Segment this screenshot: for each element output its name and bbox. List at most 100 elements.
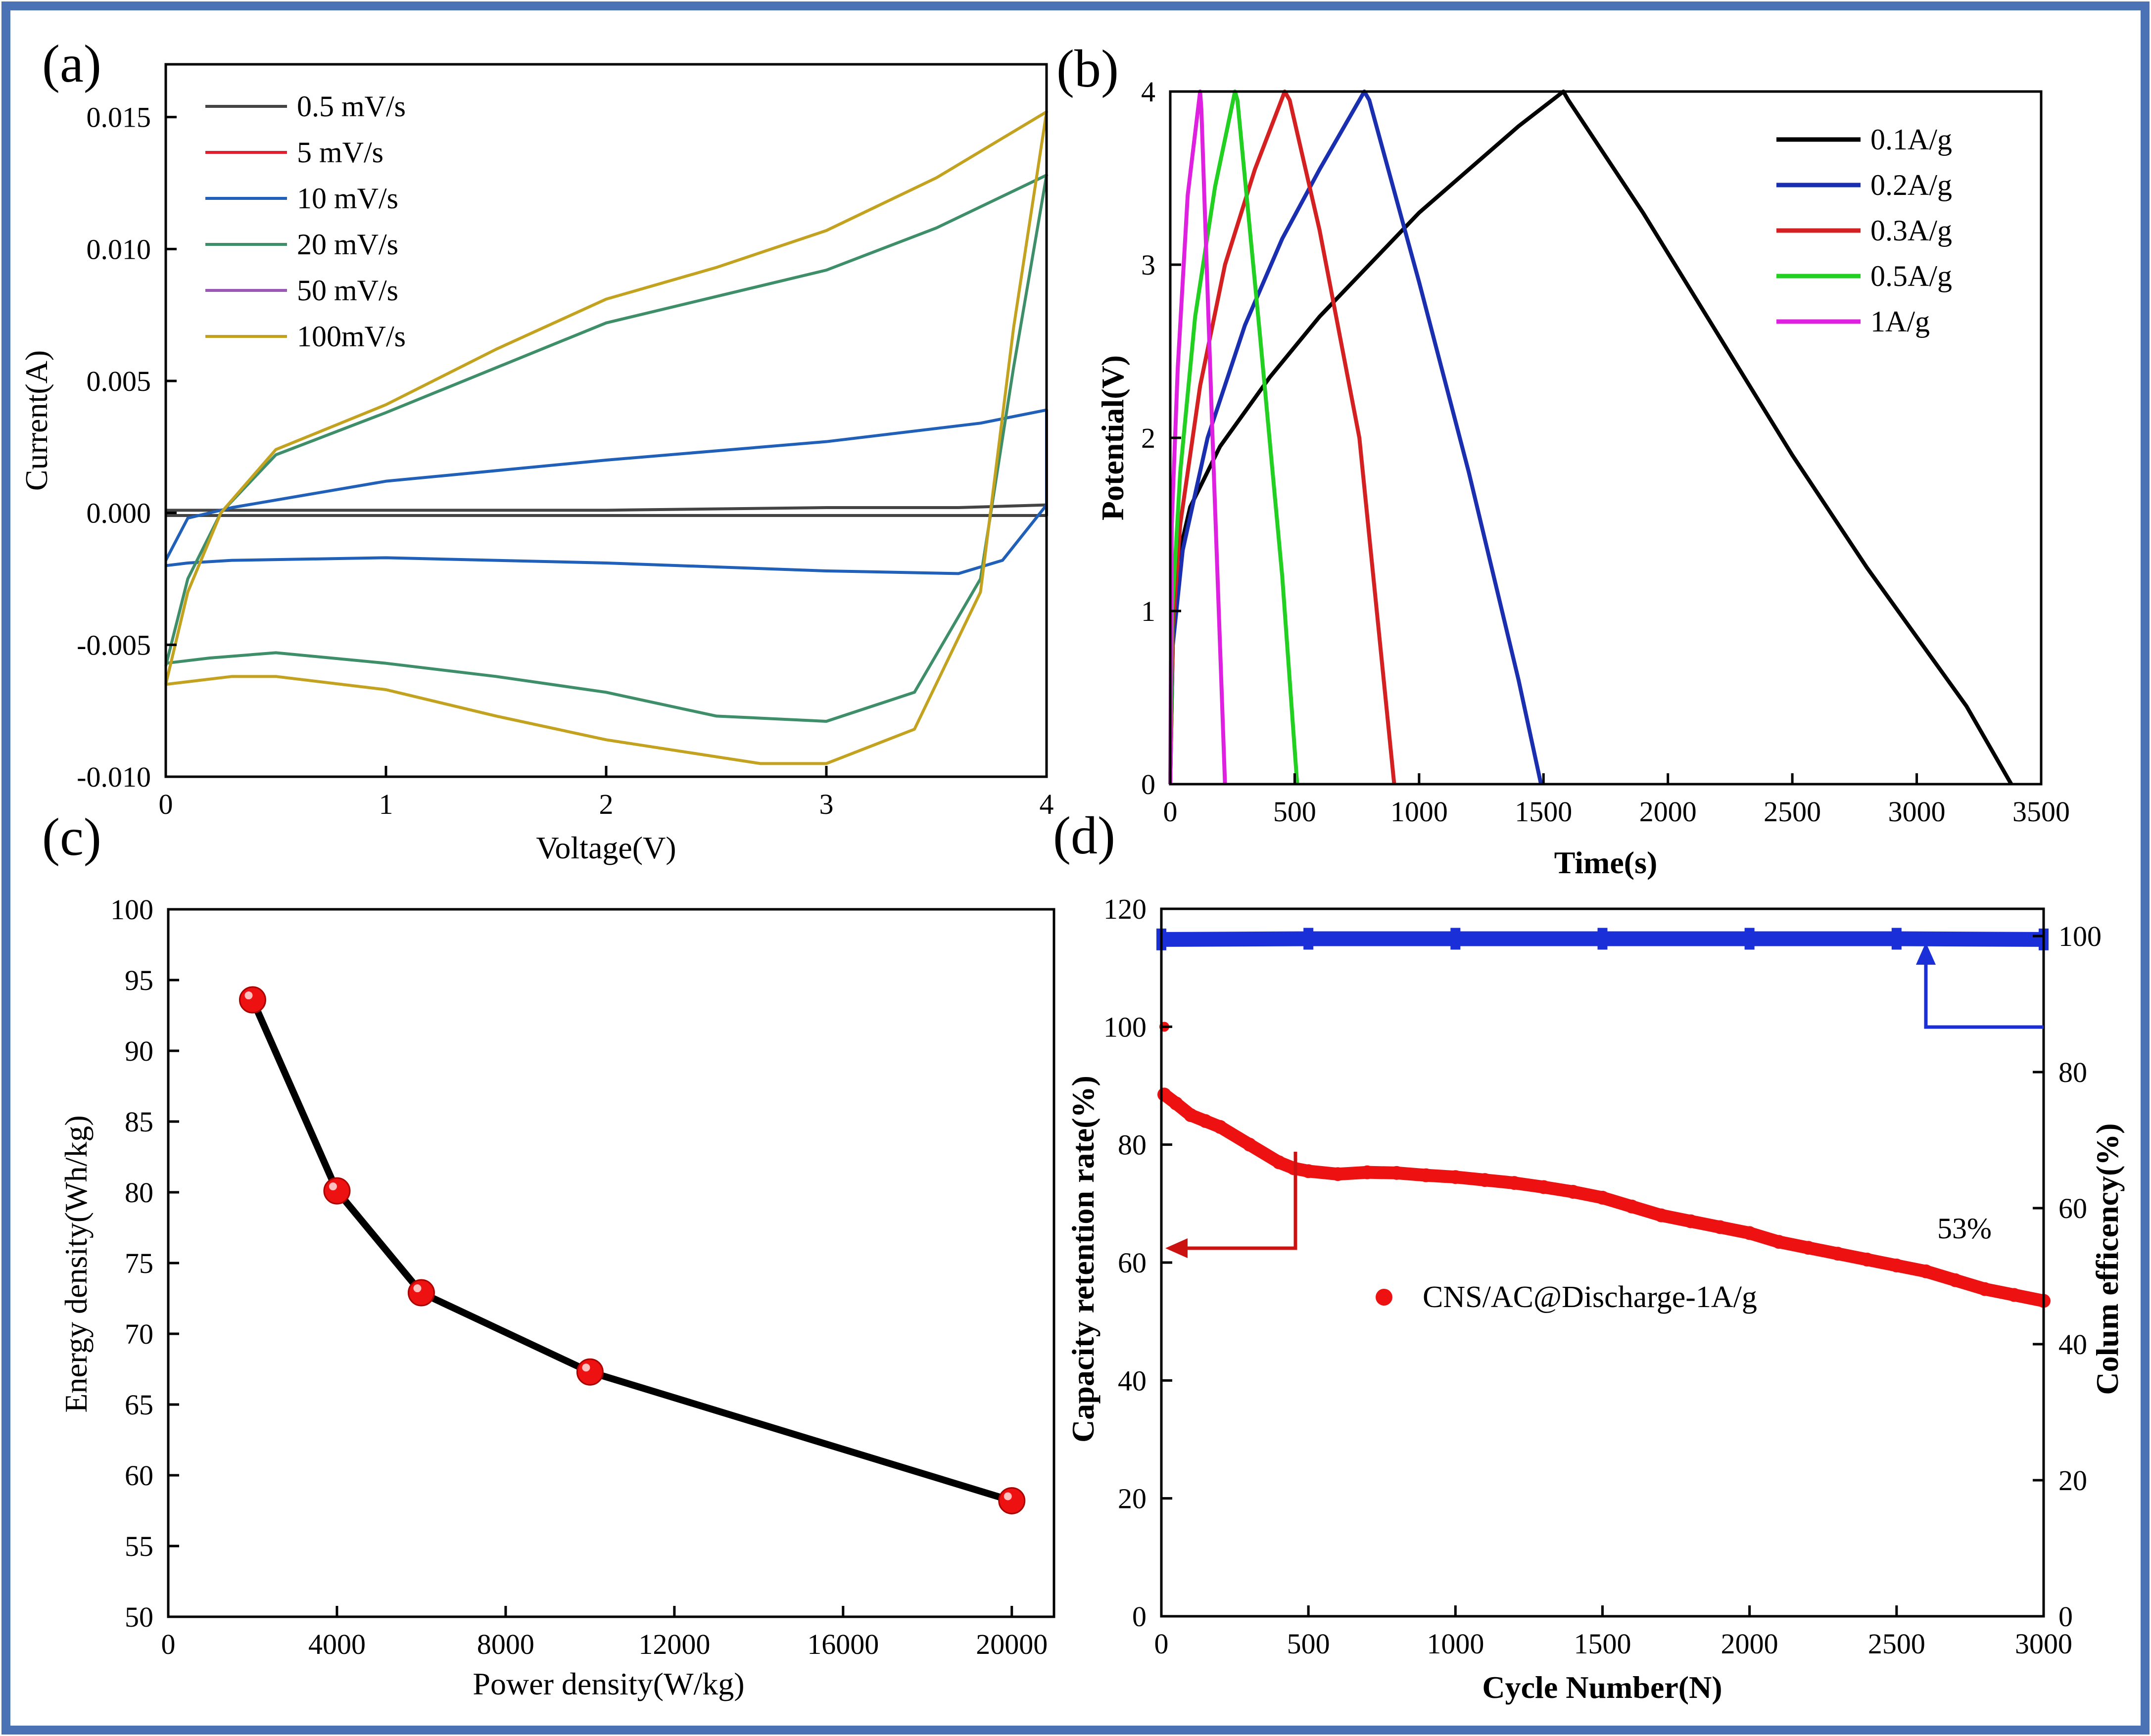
panel-d-y-ticks: 0 20 40 60 80 100 120 <box>1103 893 1172 1633</box>
d-y-tick-label: 0 <box>1132 1600 1147 1633</box>
panel-c-data-point-highlight-1 <box>329 1182 337 1191</box>
d-x-tick-label: 2500 <box>1868 1628 1925 1660</box>
panel-a-label: (a) <box>42 35 101 94</box>
panel-d-efficiency-point <box>1597 928 1608 950</box>
d-right-y-tick-label: 100 <box>2058 920 2102 952</box>
panel-d-plot-area <box>1156 928 2051 1308</box>
panel-d-right-y-label: Colum efficency(%) <box>2090 1123 2125 1395</box>
b-y-tick-label: 4 <box>1141 76 1155 108</box>
panel-d-label: (d) <box>1053 806 1115 865</box>
panel-b-plot-area <box>1168 90 2013 785</box>
panel-c-data-point-4 <box>998 1487 1026 1514</box>
d-y-tick-label: 120 <box>1103 893 1147 925</box>
c-y-tick-label: 80 <box>125 1176 153 1209</box>
panel-a-legend-label-5: 100mV/s <box>297 320 406 353</box>
panel-b-series-line-1 <box>1168 90 1543 785</box>
panel-d-annotation: 53% <box>1937 1212 1992 1245</box>
panel-b: (b) 0 500 1000 1500 2000 2500 3000 3500 0 1 2 3 4 T… <box>1056 40 2070 880</box>
panel-d-x-label: Cycle Number(N) <box>1482 1670 1722 1705</box>
panel-b-series-line-3 <box>1168 90 1299 785</box>
d-right-y-tick-label: 40 <box>2058 1328 2087 1361</box>
d-x-tick-label: 2000 <box>1721 1628 1778 1660</box>
b-x-tick-label: 0 <box>1163 796 1178 828</box>
panel-c-data-point-2 <box>407 1279 435 1307</box>
panel-d-efficiency-point <box>1303 928 1314 950</box>
panel-a-y-label: Current(A) <box>19 350 54 491</box>
panel-c-data-point-1 <box>323 1177 351 1205</box>
b-y-tick-label: 2 <box>1141 422 1155 454</box>
panel-d-retention-arrow <box>1180 1152 1297 1250</box>
c-y-tick-label: 55 <box>125 1530 153 1562</box>
panel-b-series-line-0 <box>1168 90 2013 785</box>
d-x-tick-label: 3000 <box>2015 1628 2072 1660</box>
panel-b-legend-label-0: 0.1A/g <box>1870 123 1952 156</box>
panel-d: (d) 0 500 1000 1500 2000 2500 3000 02040608010… <box>1053 806 2125 1705</box>
c-x-tick-label: 0 <box>161 1628 176 1660</box>
b-x-tick-label: 1000 <box>1390 796 1448 828</box>
d-right-y-tick-label: 20 <box>2058 1464 2087 1497</box>
a-x-tick-label: 4 <box>1040 788 1054 820</box>
panel-a-legend-label-0: 0.5 mV/s <box>297 90 406 123</box>
b-x-tick-label: 3500 <box>2012 796 2070 828</box>
c-x-tick-label: 20000 <box>976 1628 1048 1660</box>
b-x-tick-label: 500 <box>1273 796 1316 828</box>
panel-a-legend-label-4: 50 mV/s <box>297 274 398 307</box>
panel-c-data-point-0 <box>239 986 266 1014</box>
panel-c-data-point-3 <box>576 1358 604 1386</box>
panel-c-data-point-highlight-3 <box>582 1363 590 1372</box>
a-y-tick-label: 0.015 <box>87 101 151 134</box>
b-y-tick-label: 3 <box>1141 249 1155 281</box>
panel-b-x-ticks: 0 500 1000 1500 2000 2500 3000 3500 <box>1163 773 2070 828</box>
panel-d-right-y-ticks: 0 20 40 60 80 100 <box>2033 920 2102 1633</box>
panel-b-label: (b) <box>1056 40 1119 98</box>
a-x-tick-label: 2 <box>599 788 614 820</box>
panel-c-data-point-highlight-0 <box>244 991 253 1000</box>
c-y-tick-label: 95 <box>125 964 153 996</box>
b-x-tick-label: 2000 <box>1639 796 1697 828</box>
panel-b-y-label: Potential(V) <box>1095 355 1130 520</box>
panel-a-legend-label-3: 20 mV/s <box>297 228 398 261</box>
panel-b-series-line-4 <box>1168 90 1227 785</box>
panel-d-efficiency-point <box>1744 928 1755 950</box>
panel-d-efficiency-arrow <box>1924 957 2044 1029</box>
panel-a-series-line-3 <box>164 174 1048 723</box>
panel-a: (a) 0 1 2 3 4 -0.010 -0.005 0.000 0.005 0.010 0.0… <box>19 35 1054 865</box>
panel-c-plot-area <box>239 986 1026 1514</box>
panel-c-x-label: Power density(W/kg) <box>473 1666 744 1701</box>
panel-c-y-label: Energy density(Wh/kg) <box>58 1115 94 1412</box>
c-x-tick-label: 12000 <box>638 1628 710 1660</box>
c-y-tick-label: 90 <box>125 1035 153 1067</box>
panel-d-efficiency-point <box>1450 928 1461 950</box>
panel-a-legend-label-2: 10 mV/s <box>297 182 398 215</box>
panel-b-series-line-2 <box>1168 90 1396 785</box>
panel-c-x-ticks: 0 4000 8000 12000 16000 20000 <box>161 1606 1048 1660</box>
panel-b-legend: 0.1A/g 0.2A/g 0.3A/g 0.5A/g 1A/g <box>1776 123 1952 338</box>
d-y-tick-label: 80 <box>1118 1129 1147 1161</box>
d-right-y-tick-label: 0 <box>2058 1600 2073 1633</box>
panel-b-x-label: Time(s) <box>1554 845 1658 880</box>
panel-d-legend-marker <box>1376 1289 1392 1306</box>
panel-c-data-point-highlight-2 <box>413 1284 422 1293</box>
panel-d-y-label: Capacity retention rate(%) <box>1065 1076 1100 1443</box>
panel-a-legend-label-1: 5 mV/s <box>297 136 383 169</box>
panel-d-legend-label: CNS/AC@Discharge-1A/g <box>1423 1280 1757 1314</box>
b-y-tick-label: 1 <box>1141 595 1155 627</box>
c-y-tick-label: 85 <box>125 1106 153 1138</box>
d-x-tick-label: 1000 <box>1427 1628 1484 1660</box>
b-x-tick-label: 3000 <box>1888 796 1946 828</box>
c-x-tick-label: 16000 <box>807 1628 879 1660</box>
d-y-tick-label: 40 <box>1118 1364 1147 1397</box>
panel-d-efficiency-point <box>1891 928 1902 950</box>
b-x-tick-label: 1500 <box>1515 796 1572 828</box>
panel-c-label: (c) <box>42 808 101 867</box>
a-x-tick-label: 3 <box>819 788 834 820</box>
d-y-tick-label: 60 <box>1118 1247 1147 1279</box>
panel-a-y-ticks: -0.010 -0.005 0.000 0.005 0.010 0.015 <box>77 101 177 793</box>
c-x-tick-label: 4000 <box>308 1628 366 1660</box>
d-right-y-tick-label: 60 <box>2058 1192 2087 1224</box>
c-y-tick-label: 100 <box>110 893 153 926</box>
d-x-tick-label: 0 <box>1154 1628 1169 1660</box>
a-y-tick-label: -0.010 <box>77 761 151 793</box>
